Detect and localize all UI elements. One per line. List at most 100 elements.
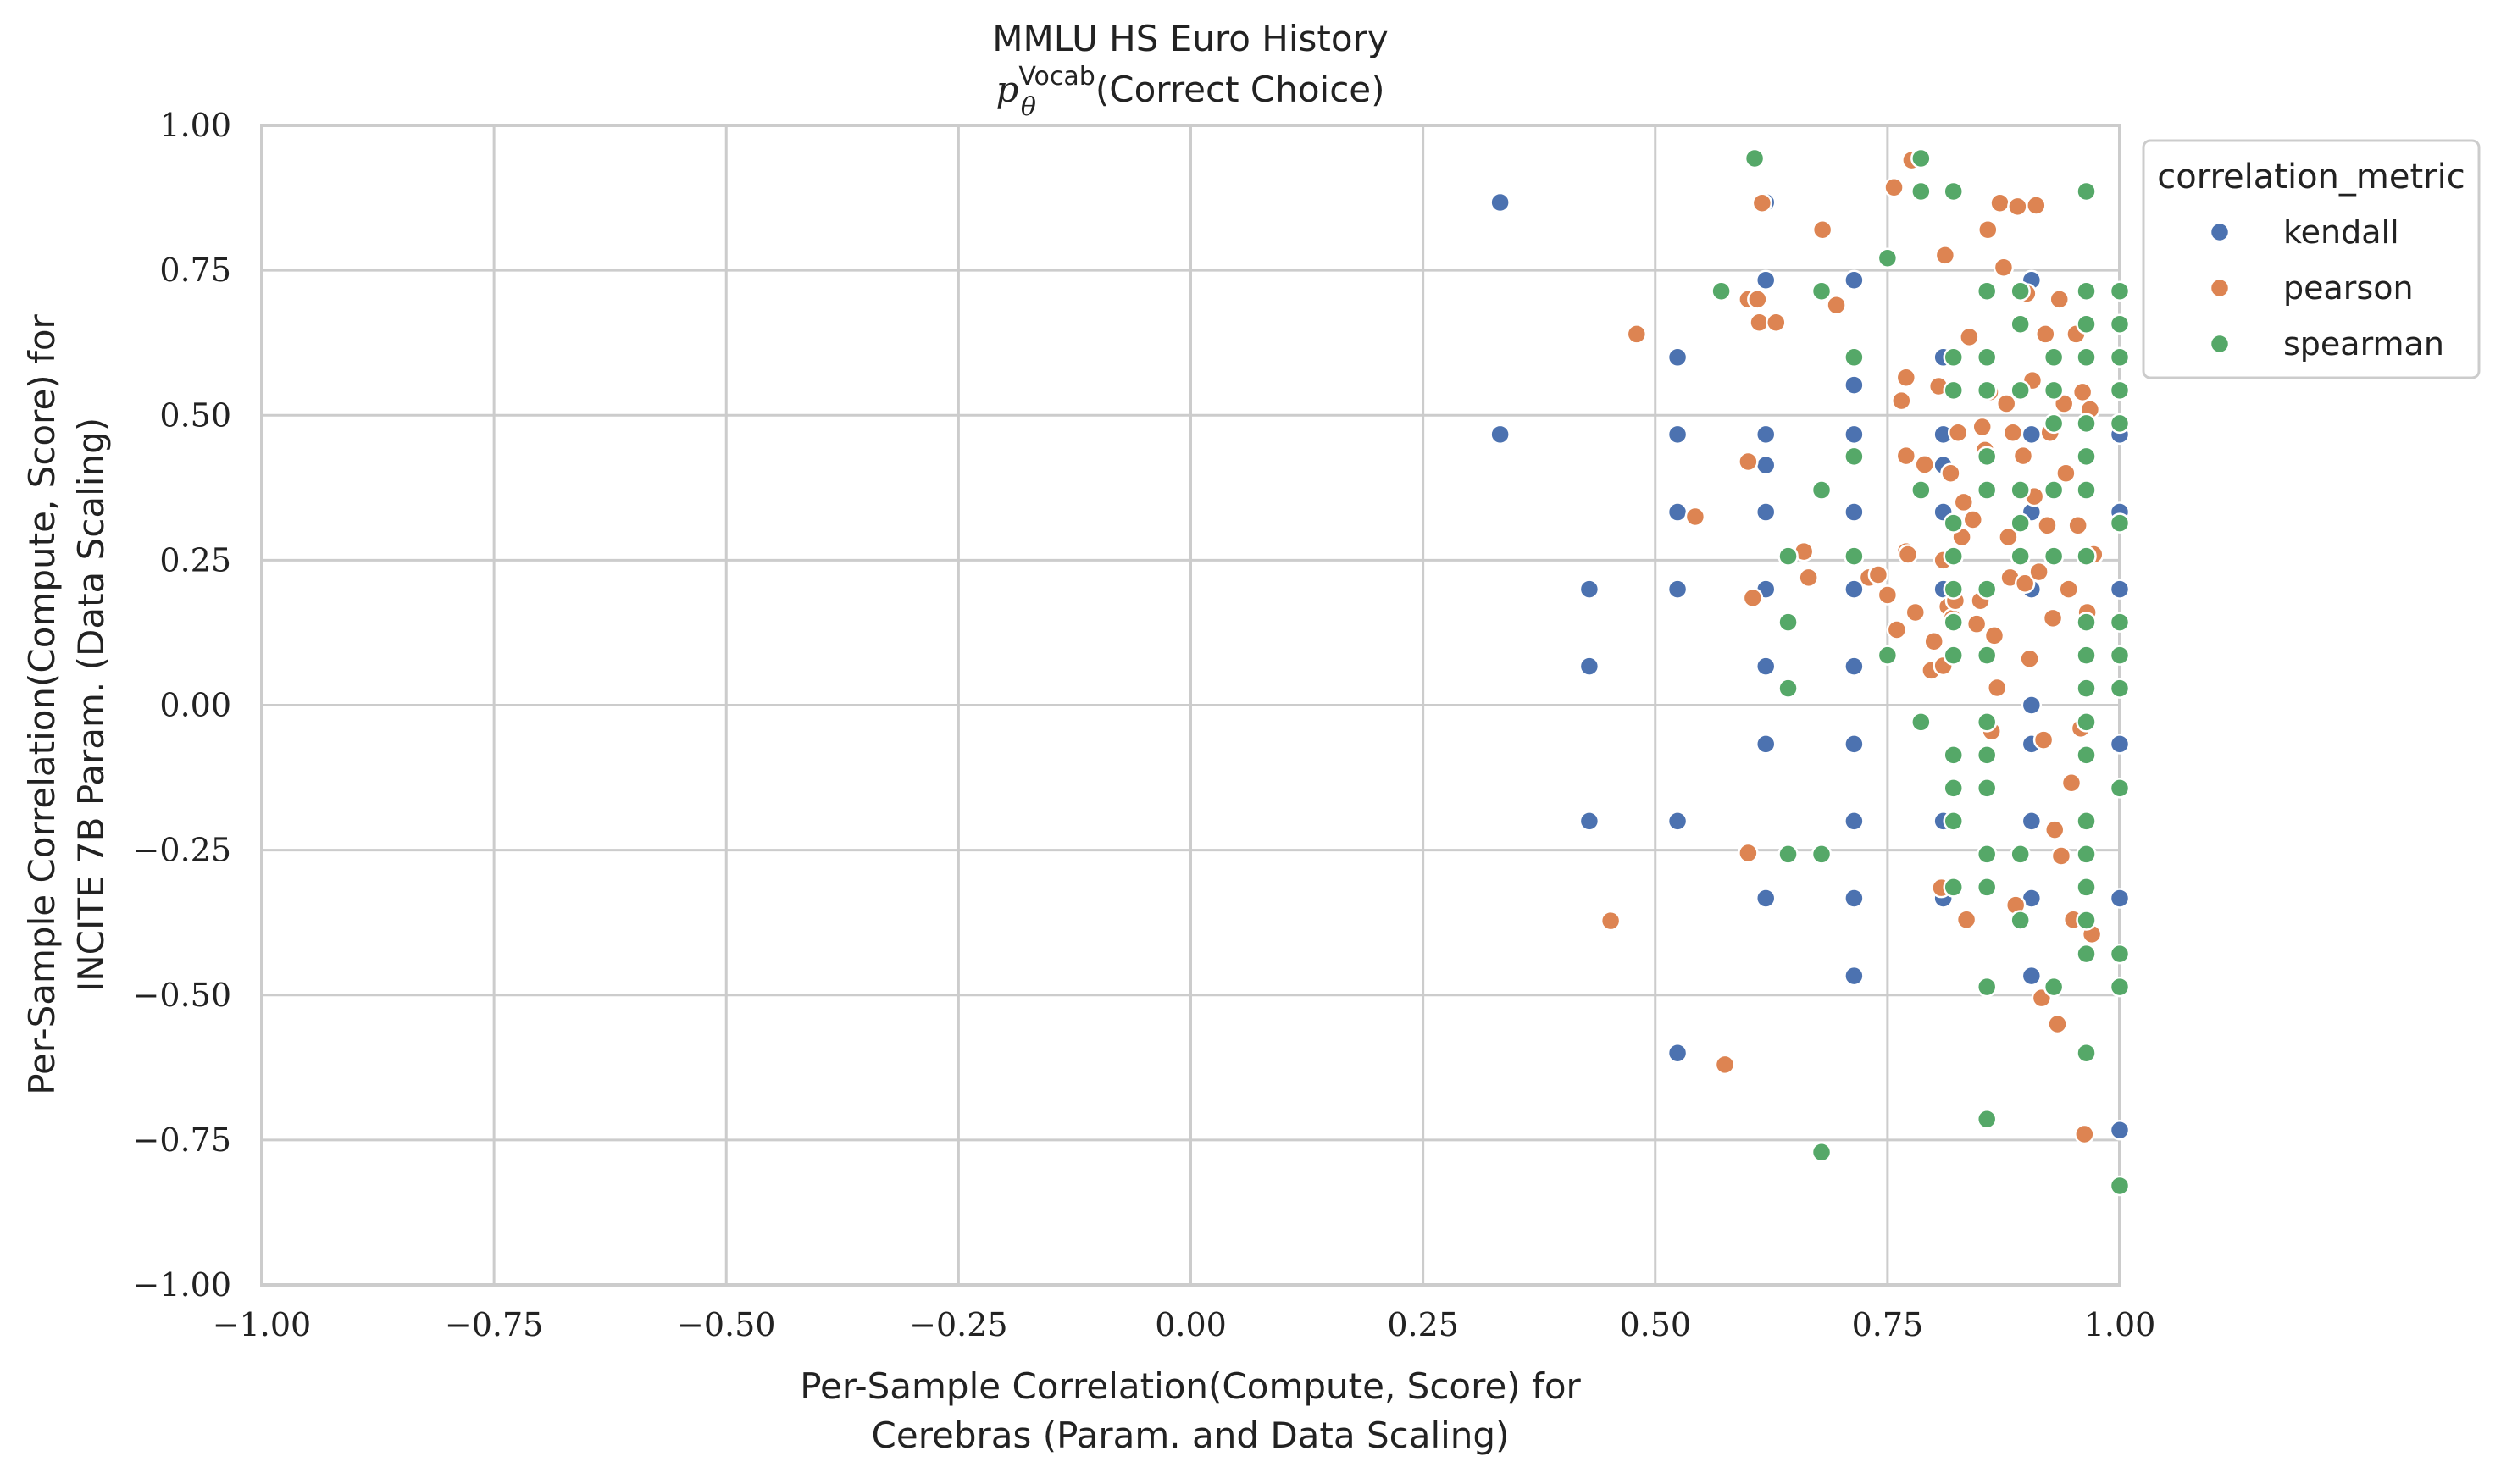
x-tick-label: 0.75 [1852,1306,1924,1343]
point-kendall [2021,424,2043,446]
point-pearson [1826,294,1847,316]
point-kendall [1844,269,1865,291]
point-kendall [1489,424,1511,446]
point-spearman [1943,745,1964,766]
point-kendall [1578,811,1600,832]
point-pearson [1987,677,2008,699]
point-spearman [1976,379,1998,401]
point-spearman [2109,943,2131,965]
point-kendall [1666,579,1689,600]
point-spearman [1910,712,1932,733]
point-kendall [1755,454,1777,476]
point-pearson [1962,509,1984,530]
y-tick-label: 0.75 [159,252,231,289]
point-spearman [2076,313,2097,335]
point-spearman [2076,844,2097,865]
point-spearman [2010,844,2031,865]
point-pearson [1959,326,1980,348]
data-points [1489,147,2131,1197]
point-pearson [1738,451,1759,473]
legend: correlation_metric kendall pearson spearma… [2142,139,2481,379]
point-pearson [2037,515,2058,536]
point-pearson [1895,367,1917,389]
plot-frame [260,124,2121,1287]
point-spearman [1844,446,1865,468]
point-spearman [2043,379,2065,401]
x-tick-label: 1.00 [2084,1306,2156,1343]
point-spearman [2109,379,2131,401]
point-pearson [1747,289,1768,310]
point-pearson [1877,584,1899,606]
point-spearman [1976,1108,1998,1130]
subtitle-text: (Correct Choice) [1095,69,1385,110]
legend-box [2142,139,2481,379]
point-kendall [1755,424,1777,446]
point-spearman [2010,379,2031,401]
y-tick-label: −0.50 [133,977,231,1014]
y-tick-label: 0.00 [159,687,231,724]
legend-marker-spearman [2209,333,2231,355]
point-spearman [2076,446,2097,468]
point-pearson [2028,561,2049,583]
point-spearman [1976,579,1998,600]
point-spearman [1910,180,1932,202]
point-kendall [1755,888,1777,909]
point-spearman [2076,712,2097,733]
legend-title: correlation_metric [2157,158,2465,197]
point-pearson [1971,416,1993,438]
y-tick-labels: −1.00 −0.75 −0.50 −0.25 0.00 0.25 0.50 0.75 1.00 [133,107,231,1304]
point-spearman [2076,346,2097,368]
point-pearson [1905,601,1927,623]
point-pearson [2019,648,2040,669]
x-axis-label-line1: Per-Sample Correlation(Compute, Score) f… [800,1365,1581,1407]
point-spearman [2109,612,2131,633]
point-spearman [1844,545,1865,567]
point-pearson [1983,625,2005,646]
point-spearman [2076,943,2097,965]
point-pearson [2071,381,2093,403]
point-spearman [2010,512,2031,534]
point-pearson [1993,257,2015,278]
point-spearman [1976,877,1998,898]
y-axis-label-line1: Per-Sample Correlation(Compute, Score) f… [21,313,63,1094]
point-kendall [1489,191,1511,213]
point-kendall [1666,424,1689,446]
point-spearman [1976,844,1998,865]
subtitle-subscript: θ [1021,92,1036,122]
point-spearman [2076,479,2097,501]
point-spearman [1711,280,1732,302]
point-spearman [1777,612,1799,633]
point-pearson [1966,613,1988,634]
y-tick-label: −1.00 [133,1266,231,1304]
point-kendall [1844,965,1865,987]
legend-marker-pearson [2209,277,2231,299]
point-spearman [2109,346,2131,368]
point-kendall [1666,1042,1689,1064]
point-pearson [1714,1054,1736,1076]
point-kendall [1844,811,1865,832]
point-kendall [2021,965,2043,987]
point-pearson [2055,462,2077,484]
point-kendall [1666,346,1689,368]
point-spearman [1976,778,1998,799]
point-spearman [2076,413,2097,435]
point-kendall [2021,695,2043,716]
point-pearson [2044,819,2066,840]
x-tick-label: −1.00 [213,1306,311,1343]
point-spearman [1943,877,1964,898]
legend-label-spearman: spearman [2283,325,2444,363]
point-spearman [2043,479,2065,501]
point-spearman [2010,479,2031,501]
point-spearman [1910,147,1932,169]
point-kendall [1844,501,1865,523]
point-pearson [1867,564,1889,585]
point-kendall [1578,656,1600,677]
point-spearman [2109,778,2131,799]
point-spearman [1811,280,1833,302]
point-kendall [1844,579,1865,600]
point-pearson [1626,324,1648,345]
point-spearman [2109,280,2131,302]
point-spearman [1943,346,1964,368]
point-spearman [1943,379,1964,401]
point-kendall [1666,811,1689,832]
